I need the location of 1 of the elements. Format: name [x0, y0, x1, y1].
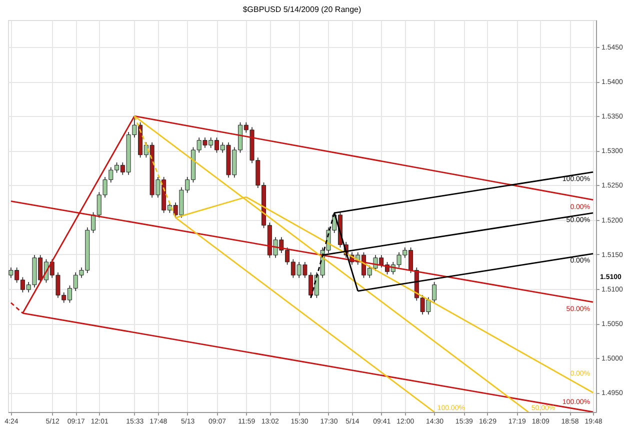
chart-title: $GBPUSD 5/14/2009 (20 Range)	[242, 5, 362, 14]
